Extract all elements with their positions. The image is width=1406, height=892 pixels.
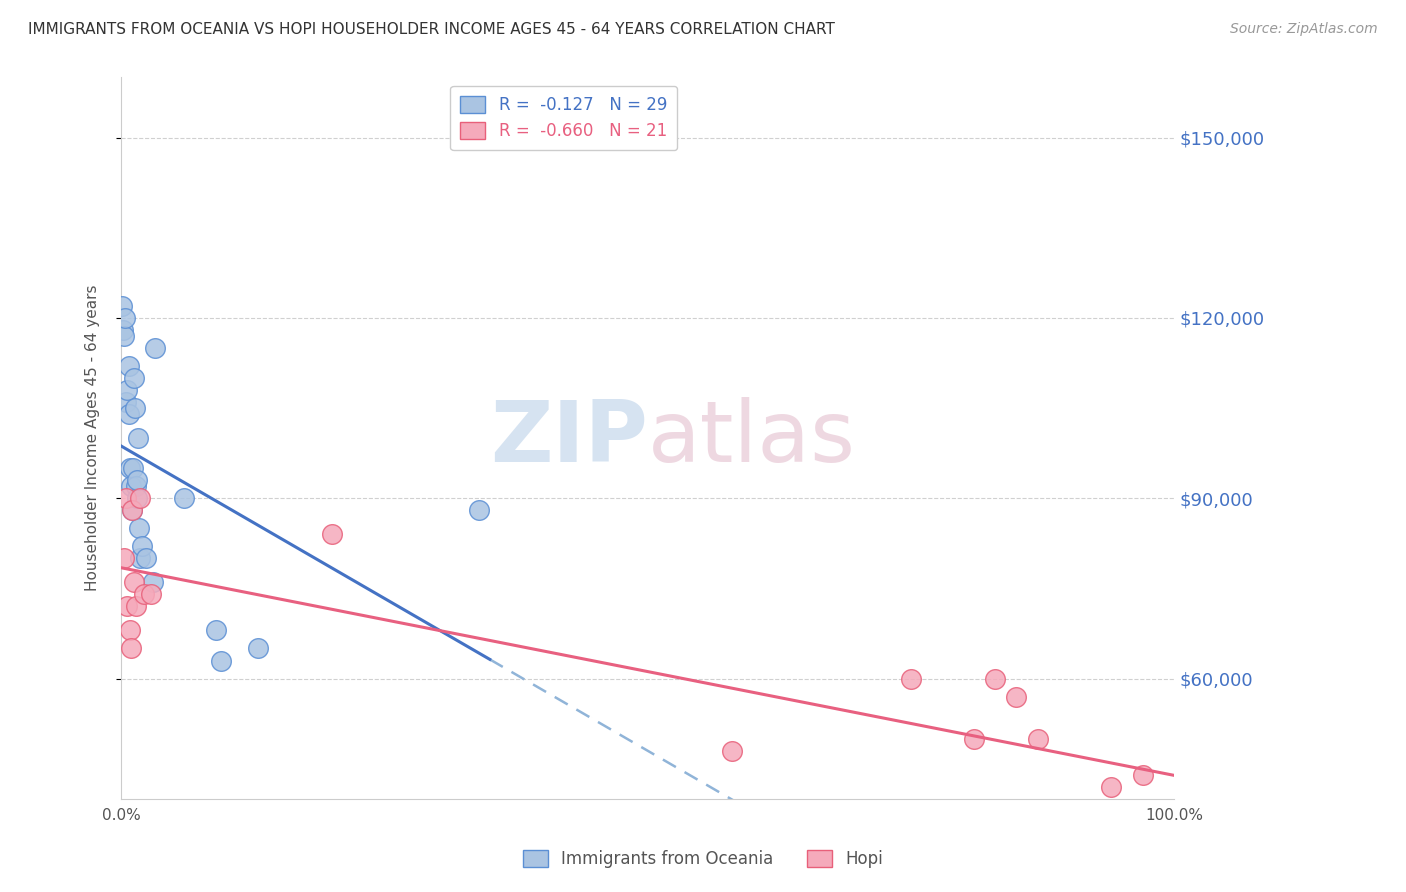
Point — [129, 551, 152, 566]
Point — [134, 587, 156, 601]
Y-axis label: Householder Income Ages 45 - 64 years: Householder Income Ages 45 - 64 years — [86, 285, 100, 591]
Point — [963, 731, 986, 746]
Point — [125, 473, 148, 487]
Point — [117, 407, 139, 421]
Point — [124, 401, 146, 415]
Point — [1005, 690, 1028, 704]
Text: Source: ZipAtlas.com: Source: ZipAtlas.com — [1230, 22, 1378, 37]
Point — [118, 461, 141, 475]
Point — [112, 551, 135, 566]
Point — [117, 599, 139, 614]
Point — [1069, 839, 1091, 854]
Text: atlas: atlas — [648, 397, 856, 480]
Point — [121, 503, 143, 517]
Point — [122, 575, 145, 590]
Legend: Immigrants from Oceania, Hopi: Immigrants from Oceania, Hopi — [516, 843, 890, 875]
Point — [121, 461, 143, 475]
Point — [117, 359, 139, 373]
Point — [125, 491, 148, 506]
Point — [984, 672, 1007, 686]
Point — [1026, 731, 1049, 746]
Point — [111, 299, 134, 313]
Point — [173, 491, 195, 506]
Point — [468, 503, 491, 517]
Legend: R =  -0.127   N = 29, R =  -0.660   N = 21: R = -0.127 N = 29, R = -0.660 N = 21 — [450, 86, 676, 151]
Point — [127, 431, 149, 445]
Point — [129, 491, 152, 506]
Point — [112, 329, 135, 343]
Point — [247, 641, 270, 656]
Point — [120, 479, 142, 493]
Text: IMMIGRANTS FROM OCEANIA VS HOPI HOUSEHOLDER INCOME AGES 45 - 64 YEARS CORRELATIO: IMMIGRANTS FROM OCEANIA VS HOPI HOUSEHOL… — [28, 22, 835, 37]
Point — [114, 310, 136, 325]
Point — [143, 341, 166, 355]
Point — [900, 672, 922, 686]
Point — [209, 653, 232, 667]
Point — [121, 503, 143, 517]
Point — [205, 624, 228, 638]
Text: ZIP: ZIP — [491, 397, 648, 480]
Point — [721, 744, 744, 758]
Point — [128, 521, 150, 535]
Point — [115, 491, 138, 506]
Point — [115, 395, 138, 409]
Point — [131, 539, 153, 553]
Point — [321, 527, 343, 541]
Point — [125, 479, 148, 493]
Point — [1099, 780, 1122, 794]
Point — [1132, 768, 1154, 782]
Point — [125, 599, 148, 614]
Point — [117, 383, 139, 397]
Point — [139, 587, 162, 601]
Point — [120, 641, 142, 656]
Point — [135, 551, 157, 566]
Point — [112, 323, 135, 337]
Point — [118, 624, 141, 638]
Point — [142, 575, 165, 590]
Point — [122, 371, 145, 385]
